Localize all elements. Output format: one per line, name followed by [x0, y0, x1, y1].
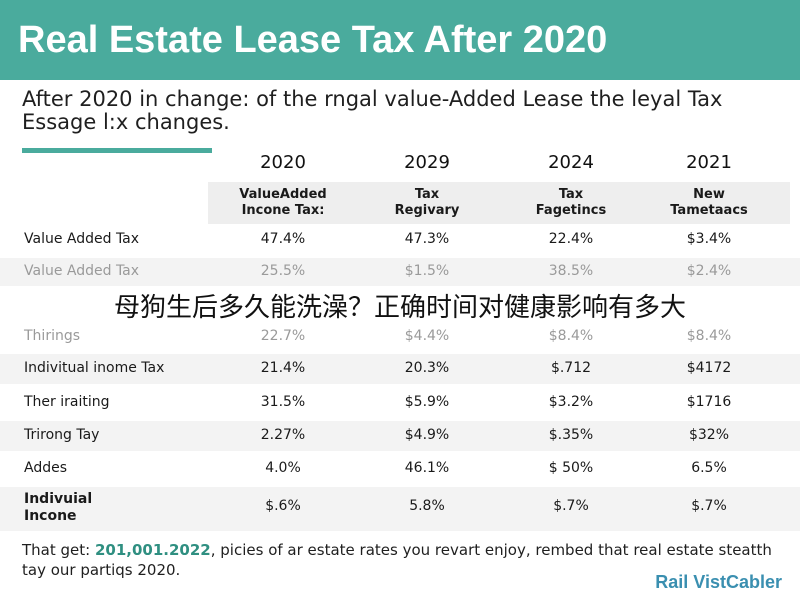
column-header-2-line-2: Regivary	[394, 203, 460, 218]
row-label: Addes	[24, 460, 68, 476]
row-label: Ther iraiting	[24, 394, 110, 410]
column-header-1-line-1: ValueAdded	[239, 187, 327, 202]
table-row: Indivuial Incone $.6% 5.8% $.7% $.7%	[0, 487, 800, 531]
table-cell: 20.3%	[404, 360, 450, 376]
footer-prefix: That get:	[22, 541, 95, 559]
column-header-3-line-2: Fagetincs	[535, 203, 607, 218]
table-cell: 21.4%	[260, 360, 306, 376]
column-header-2: Tax Regivary	[357, 187, 497, 219]
table-row: Value Added Tax 47.4% 47.3% 22.4% $3.4%	[0, 226, 800, 254]
year-header-4: 2021	[686, 152, 732, 173]
column-header-2-line-1: Tax	[414, 187, 440, 202]
table-cell: 47.4%	[260, 231, 306, 247]
column-header-1-line-2: Incone Tax:	[241, 203, 325, 218]
table-cell: $3.2%	[548, 394, 594, 410]
table-cell: $2.4%	[686, 263, 732, 279]
row-label: Indivuial Incone	[24, 491, 93, 524]
table-cell: $.712	[550, 360, 592, 376]
column-header-4-line-2: Tametaacs	[670, 203, 748, 218]
footer-rest: , picies of ar estate rates you revart e…	[22, 541, 772, 579]
table-cell: $4172	[686, 360, 732, 376]
table-cell: $4.4%	[404, 328, 450, 344]
table-row: Thirings 22.7% $4.4% $8.4% $8.4%	[0, 324, 800, 350]
table-row: Trirong Tay 2.27% $4.9% $.35% $32%	[0, 421, 800, 451]
year-header-3: 2024	[548, 152, 594, 173]
table-row: Addes 4.0% 46.1% $ 50% 6.5%	[0, 454, 800, 484]
table-cell: 4.0%	[265, 460, 301, 476]
table-cell: 46.1%	[404, 460, 450, 476]
table-cell: 22.7%	[260, 328, 306, 344]
row-label: Trirong Tay	[24, 427, 100, 443]
accent-divider	[22, 148, 212, 153]
column-header-3: Tax Fagetincs	[501, 187, 641, 219]
table-row: Ther iraiting 31.5% $5.9% $3.2% $1716	[0, 388, 800, 418]
table-cell: $ 50%	[548, 460, 594, 476]
column-header-4-line-1: New	[693, 187, 725, 202]
table-cell: $32%	[688, 427, 730, 443]
table-cell: $.35%	[548, 427, 594, 443]
table-cell: 2.27%	[260, 427, 306, 443]
overlay-caption-text: 母狗生后多久能洗澡？正确时间对健康影响有多大	[113, 292, 686, 323]
table-cell: 5.8%	[409, 498, 445, 514]
table-cell: 6.5%	[691, 460, 727, 476]
year-header-1: 2020	[260, 152, 306, 173]
table-cell: $3.4%	[686, 231, 732, 247]
table-row: Value Added Tax 25.5% $1.5% 38.5% $2.4%	[0, 258, 800, 286]
row-label: Value Added Tax	[24, 231, 140, 247]
row-label: Thirings	[24, 328, 81, 344]
table-cell: 38.5%	[548, 263, 594, 279]
table-cell: 22.4%	[548, 231, 594, 247]
table-row: Indivitual inome Tax 21.4% 20.3% $.712 $…	[0, 354, 800, 384]
table-cell: $1.5%	[404, 263, 450, 279]
table-cell: 31.5%	[260, 394, 306, 410]
table-cell: 25.5%	[260, 263, 306, 279]
subtitle: After 2020 in change: of the rngal value…	[22, 87, 723, 134]
table-cell: $.6%	[265, 498, 301, 514]
column-header-1: ValueAdded Incone Tax:	[213, 187, 353, 219]
table-cell: $8.4%	[686, 328, 732, 344]
table-cell: $8.4%	[548, 328, 594, 344]
row-label: Indivitual inome Tax	[24, 360, 165, 376]
column-header-3-line-1: Tax	[558, 187, 584, 202]
brand-logo: Rail VistCabler	[655, 572, 782, 592]
page-title-bar: Real Estate Lease Tax After 2020	[0, 0, 800, 80]
table-cell: $.7%	[691, 498, 727, 514]
footer-highlight: 201,001.2022	[94, 541, 211, 559]
row-label: Value Added Tax	[24, 263, 140, 279]
table-cell: 47.3%	[404, 231, 450, 247]
column-header-4: New Tametaacs	[639, 187, 779, 219]
overlay-caption: 母狗生后多久能洗澡？正确时间对健康影响有多大	[0, 286, 800, 324]
footer-note: That get: 201,001.2022, picies of ar est…	[22, 540, 782, 580]
table-cell: $1716	[686, 394, 732, 410]
table-cell: $4.9%	[404, 427, 450, 443]
year-header-2: 2029	[404, 152, 450, 173]
table-cell: $5.9%	[404, 394, 450, 410]
table-cell: $.7%	[553, 498, 589, 514]
page-title: Real Estate Lease Tax After 2020	[18, 18, 608, 61]
column-header-band	[208, 182, 790, 224]
